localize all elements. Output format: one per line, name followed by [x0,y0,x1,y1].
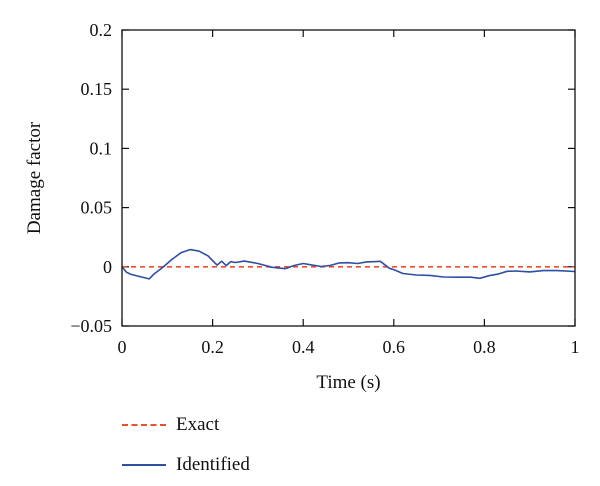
y-tick-label: 0 [103,257,112,277]
y-axis-label: Damage factor [24,121,45,234]
series-line-identified [121,248,576,280]
legend-swatch-exact [122,424,166,426]
legend-item-exact: Exact [122,405,250,445]
legend-swatch-identified [122,464,166,466]
y-tick-label: 0.1 [90,138,113,158]
x-axis-label: Time (s) [316,372,380,393]
legend-label-exact: Exact [176,414,220,435]
y-tick-label: 0.15 [81,79,113,99]
y-tick-label: −0.05 [70,316,112,336]
plot-frame [121,29,576,327]
x-tick-label: 1 [571,337,580,357]
x-tick-label: 0.8 [473,337,496,357]
y-tick-layer: −0.05 0 0.05 0.1 0.15 0.2 [70,20,575,336]
line-chart: −0.05 0 0.05 0.1 0.15 0.2 0 0.2 0.4 0.6 0.8 1 Time… [24,20,580,393]
y-tick-label: 0.2 [90,20,113,40]
legend: Exact Identified [122,405,250,485]
legend-label-identified: Identified [176,454,250,475]
legend-item-identified: Identified [122,445,250,485]
x-tick-layer: 0 0.2 0.4 0.6 0.8 1 [118,30,580,357]
x-tick-label: 0.2 [201,337,224,357]
x-tick-label: 0.6 [383,337,406,357]
x-tick-label: 0.4 [292,337,315,357]
x-tick-label: 0 [118,337,127,357]
y-tick-label: 0.05 [81,198,113,218]
